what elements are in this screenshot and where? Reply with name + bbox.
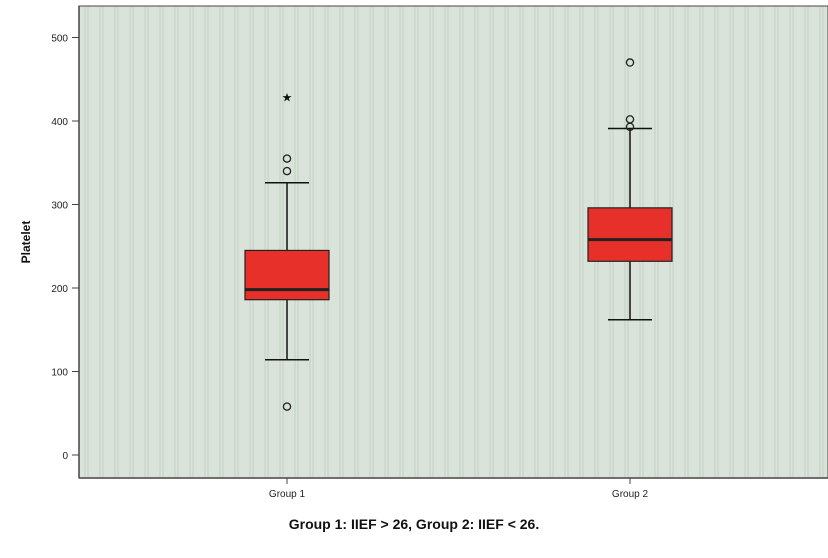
y-tick-label: 100 (51, 368, 68, 379)
outlier-point (282, 402, 292, 411)
x-axis: Group 1 Group 2 (269, 478, 649, 500)
outlier-point (625, 115, 635, 124)
y-tick-label: 0 (62, 451, 68, 462)
boxes: ★ (244, 58, 673, 411)
x-tick-label: Group 1 (269, 489, 306, 500)
y-tick-label: 400 (51, 117, 68, 128)
iqr-box (587, 207, 673, 262)
x-tick-label: Group 2 (612, 489, 649, 500)
box-plot: 0 100 200 300 400 500 Group 1 Group 2 ★ Platel… (19, 5, 828, 500)
y-tick-label: 300 (51, 201, 68, 212)
outlier-point (282, 154, 292, 163)
outlier-point (625, 58, 635, 67)
y-tick-label: 200 (51, 284, 68, 295)
box-group (587, 58, 673, 321)
iqr-box (244, 249, 330, 301)
outlier-point (282, 166, 292, 176)
y-axis: 0 100 200 300 400 500 (51, 34, 79, 462)
y-axis-label: Platelet (19, 221, 33, 264)
extreme-point: ★ (282, 91, 293, 105)
plot-area (78, 5, 828, 479)
box-group: ★ (244, 91, 330, 411)
figure-caption: Group 1: IIEF > 26, Group 2: IIEF < 26. (288, 516, 540, 532)
y-tick-label: 500 (51, 34, 68, 45)
